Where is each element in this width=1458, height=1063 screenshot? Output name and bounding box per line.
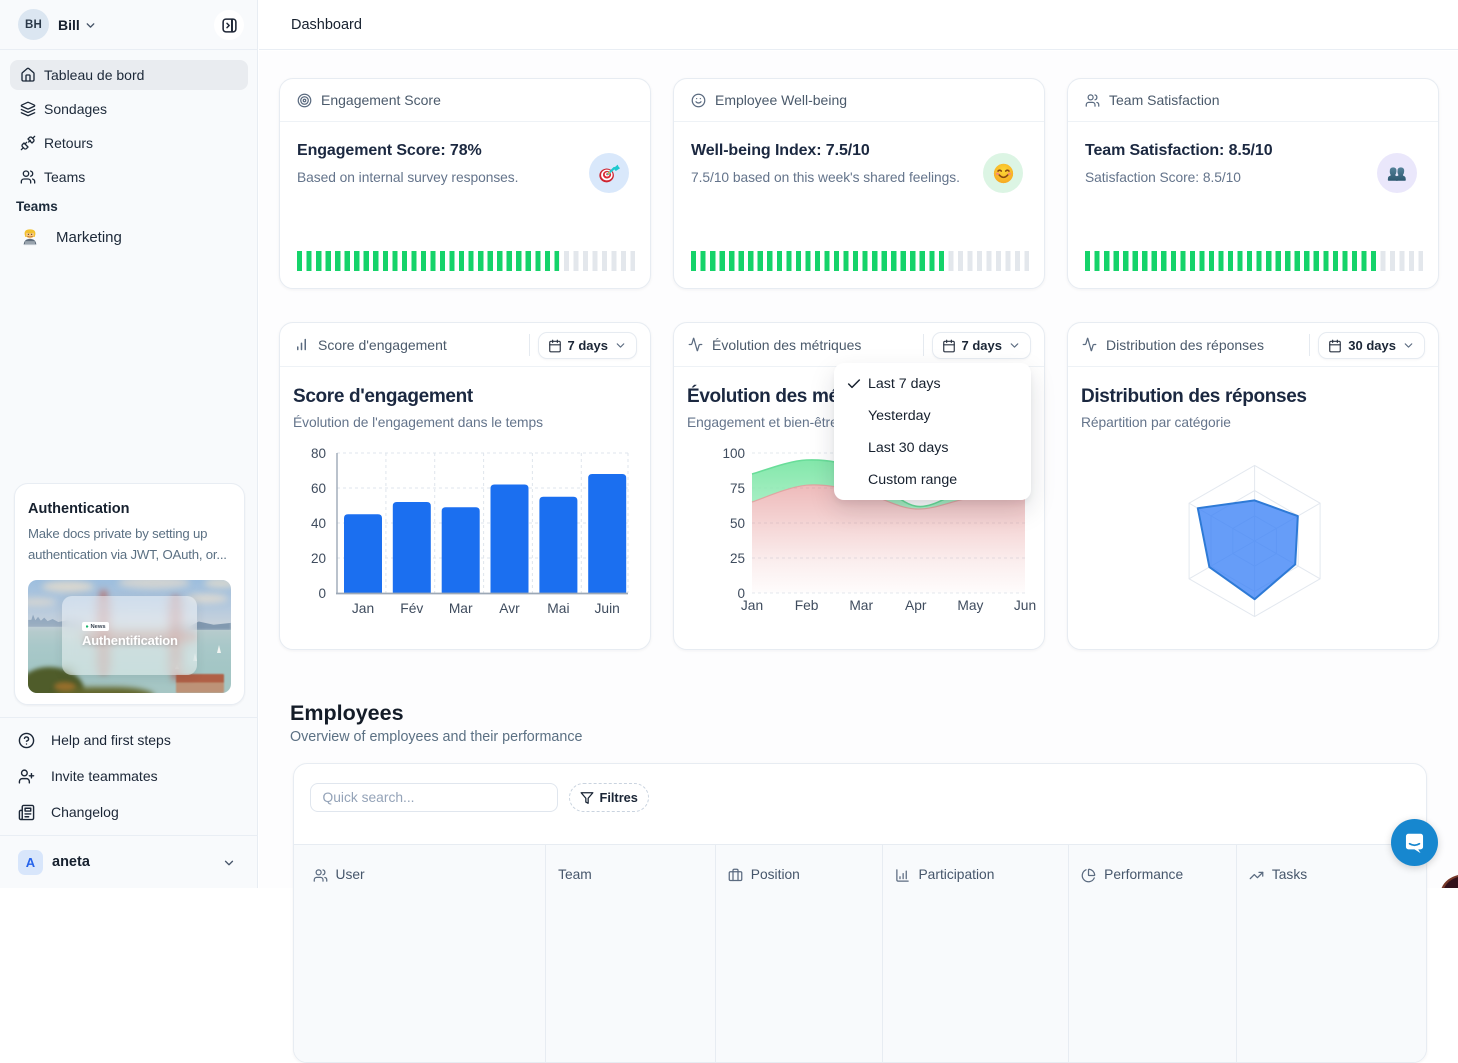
svg-text:Jan: Jan <box>352 601 374 616</box>
svg-text:Fév: Fév <box>400 601 423 616</box>
svg-text:Avr: Avr <box>499 601 520 616</box>
svg-text:0: 0 <box>737 586 745 601</box>
svg-text:60: 60 <box>311 481 326 496</box>
svg-text:Feb: Feb <box>795 598 819 613</box>
svg-text:Mai: Mai <box>547 601 569 616</box>
svg-text:80: 80 <box>311 446 326 461</box>
svg-text:75: 75 <box>730 481 745 496</box>
svg-text:Mar: Mar <box>849 598 873 613</box>
svg-text:25: 25 <box>730 551 745 566</box>
svg-text:100: 100 <box>722 446 745 461</box>
svg-text:Jun: Jun <box>1014 598 1036 613</box>
svg-text:50: 50 <box>730 516 745 531</box>
svg-text:May: May <box>957 598 983 613</box>
svg-text:Mar: Mar <box>449 601 473 616</box>
svg-text:Juin: Juin <box>595 601 620 616</box>
svg-text:20: 20 <box>311 551 326 566</box>
svg-text:Jan: Jan <box>741 598 763 613</box>
svg-text:40: 40 <box>311 516 326 531</box>
svg-text:Apr: Apr <box>905 598 927 613</box>
svg-text:0: 0 <box>318 586 326 601</box>
